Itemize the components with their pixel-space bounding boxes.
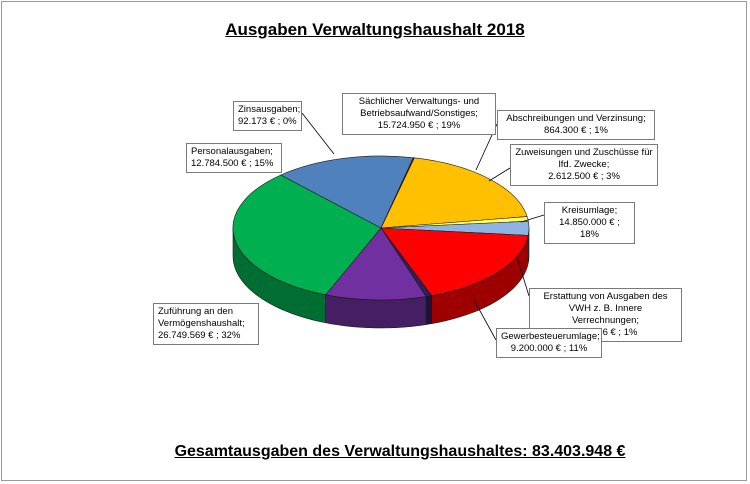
leader-line-zins: [301, 112, 335, 155]
pie-slice-kreisumlage: [380, 227, 529, 296]
pie-slice-zins: [380, 157, 415, 229]
leader-line-erstattung: [516, 256, 530, 297]
pie-side-erstattung: [425, 295, 432, 325]
leader-line-zuweisungen: [488, 167, 511, 182]
chart-title: Ausgaben Verwaltungshaushalt 2018: [225, 20, 525, 39]
leader-line-kreisumlage: [520, 214, 545, 223]
data-label-zuweisungen: Zuweisungen und Zuschüsse für lfd. Zweck…: [510, 144, 658, 186]
pie-slice-saechlich: [380, 157, 528, 229]
data-label-gewerbesteuer: Gewerbesteuerumlage; 9.200.000 € ; 11%: [496, 328, 602, 358]
pie-slice-personal: [280, 155, 414, 229]
data-label-kreisumlage: Kreisumlage; 14.850.000 € ; 18%: [544, 202, 635, 244]
pie-slice-gewerbesteuer: [325, 227, 427, 301]
data-label-saechlich: Sächlicher Verwaltungs- und Betriebsaufw…: [342, 93, 496, 135]
leader-line-gewerbesteuer: [473, 299, 497, 341]
total-expenses-text: Gesamtausgaben des Verwaltungshaushaltes…: [174, 443, 626, 460]
pie-slice-zufuehrung: [232, 174, 382, 296]
data-label-personal: Personalausgaben; 12.784.500 € ; 15%: [186, 143, 282, 173]
data-label-zufuehrung: Zuführung an den Vermögenshaushalt; 26.7…: [153, 303, 259, 345]
data-label-abschreibungen: Abschreibungen und Verzinsung; 864.300 €…: [497, 110, 655, 140]
data-label-zins: Zinsausgaben; 92.173 € ; 0%: [233, 101, 302, 131]
